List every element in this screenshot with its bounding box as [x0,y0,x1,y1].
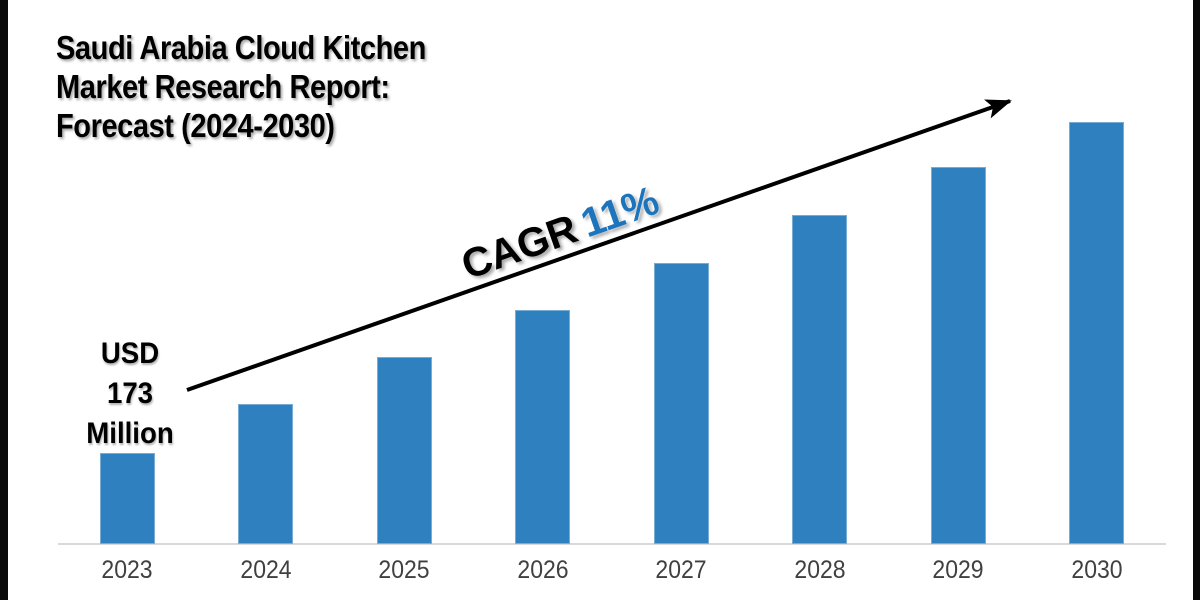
base-value-line-3: Million [86,417,174,450]
base-value-line-1: USD [100,337,160,370]
frame-right-border [1193,0,1200,600]
base-value-label: USD 173 Million [75,334,185,454]
frame-left-border [0,0,8,600]
bar-2028 [792,215,847,544]
x-tick-2030: 2030 [1070,556,1123,584]
chart-title-line-1: Saudi Arabia Cloud Kitchen [56,29,426,66]
x-tick-2029: 2029 [932,556,984,584]
cagr-label: CAGR11% [455,177,664,289]
bar-2026 [515,310,570,544]
bar-2029 [930,167,986,544]
base-value-line-2: 173 [106,377,154,410]
bar-2024 [238,404,293,544]
chart-title-line-2: Market Research Report: [56,68,390,105]
cagr-prefix-text: CAGR [455,205,583,289]
x-tick-2023: 2023 [101,556,153,584]
chart-title: Saudi Arabia Cloud Kitchen Market Resear… [56,28,426,145]
bar-2027 [653,263,709,544]
x-tick-2027: 2027 [655,556,707,584]
x-axis-line [58,543,1166,545]
x-tick-2024: 2024 [239,556,292,584]
x-tick-2028: 2028 [793,556,846,584]
bar-2025 [376,357,432,544]
x-tick-2026: 2026 [516,556,569,584]
cagr-value-text: 11% [575,176,665,247]
bar-2030 [1069,122,1124,544]
bar-2023 [99,453,155,544]
x-tick-2025: 2025 [378,556,430,584]
chart-title-line-3: Forecast (2024-2030) [56,107,335,144]
